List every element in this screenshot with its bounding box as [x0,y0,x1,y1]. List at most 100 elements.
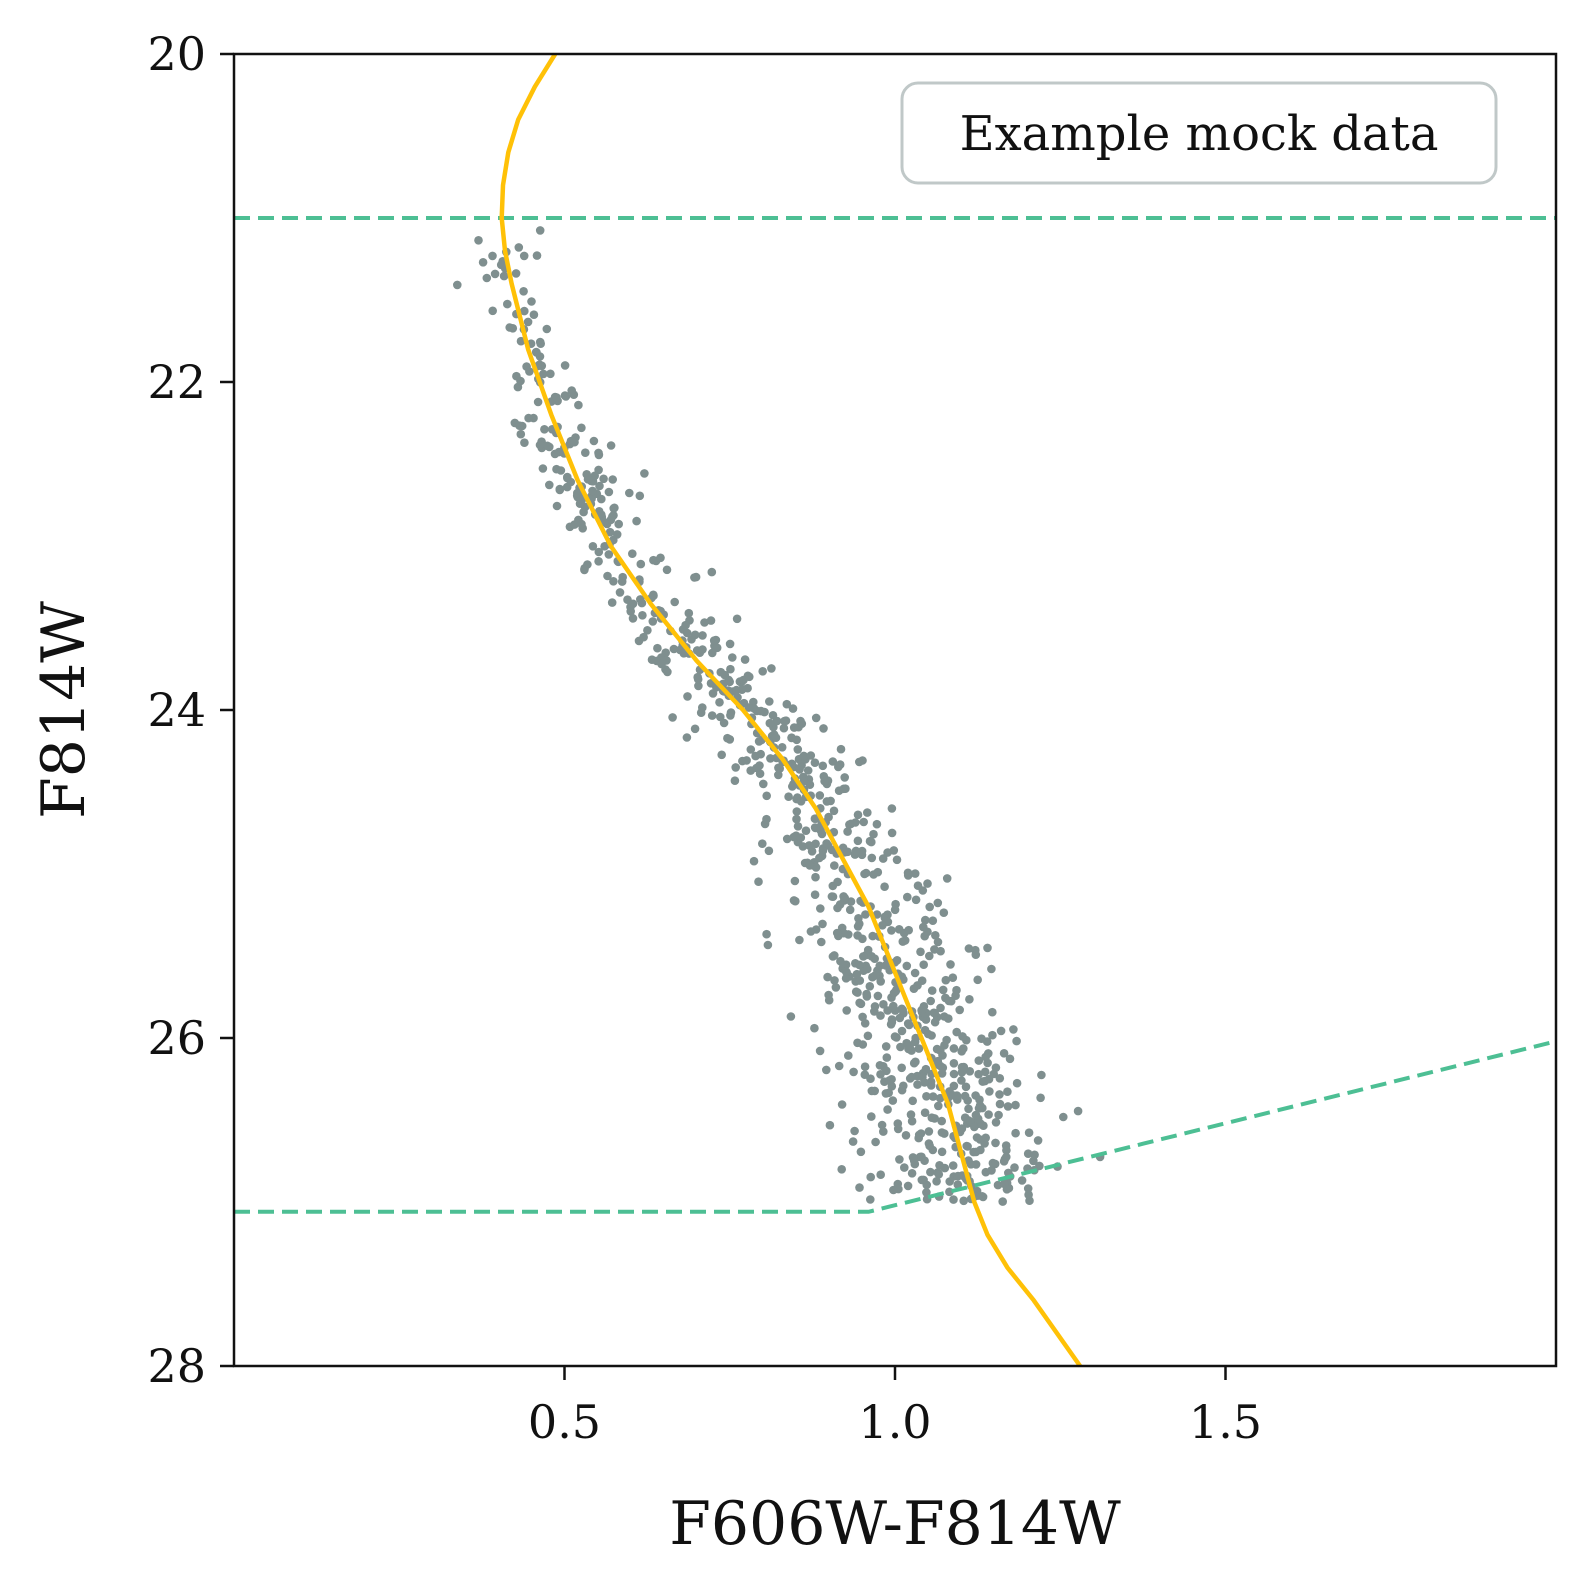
star-point [974,1056,984,1065]
star-point [535,226,545,235]
star-point [772,716,782,726]
star-point [490,269,500,279]
star-point [941,975,951,985]
star-point [725,735,735,744]
star-point [949,1069,959,1079]
star-point [851,846,861,856]
star-point [819,724,828,733]
star-point [995,1074,1005,1083]
star-point [949,1195,958,1204]
star-point [810,890,820,899]
star-point [910,968,920,978]
star-point [488,306,498,316]
star-point [628,599,638,609]
star-point [856,1147,866,1157]
star-point [957,1124,967,1133]
star-point [921,1064,931,1074]
star-point [604,487,614,497]
star-point [867,1112,876,1121]
star-point [524,413,533,423]
star-point [990,1159,1000,1169]
star-point [879,1000,888,1009]
star-point [841,974,851,983]
star-point [535,440,545,450]
star-point [482,273,492,283]
star-point [764,846,774,856]
star-point [626,607,635,616]
star-point [608,475,617,484]
star-point [698,645,707,654]
star-point [670,597,679,607]
x-tick-label: 0.5 [528,1395,601,1449]
star-point [552,501,562,511]
star-point [744,703,754,712]
star-point [536,339,545,349]
star-point [937,1128,947,1137]
star-point [1009,1025,1018,1034]
star-point [527,297,536,306]
star-point [1024,1128,1034,1137]
x-axis-title: F606W-F814W [669,1489,1121,1559]
star-point [882,1053,892,1062]
star-point [604,550,614,559]
star-point [648,617,658,626]
star-point [771,733,781,742]
star-point [669,644,679,654]
star-point [792,814,801,824]
star-point [574,400,583,410]
star-point [791,896,800,906]
star-point [1002,1185,1012,1194]
star-point [949,1091,958,1100]
y-axis-title: F814W [29,601,99,819]
star-point [803,766,813,775]
star-point [793,822,803,831]
star-point [903,1181,913,1191]
star-point [828,952,838,961]
star-point [698,703,707,712]
star-point [817,937,826,947]
star-point [531,347,541,357]
star-point [830,861,839,870]
star-point [973,975,982,985]
star-point [890,905,900,915]
star-point [720,670,730,680]
y-tick-label: 22 [147,355,206,409]
star-point [708,689,718,698]
star-point [927,986,937,995]
star-point [971,1110,981,1120]
star-point [829,806,839,816]
star-point [830,976,839,985]
star-point [944,996,954,1006]
star-point [861,868,871,878]
star-point [832,928,842,938]
star-point [715,698,724,707]
star-point [853,988,862,997]
star-point [806,927,816,936]
star-point [999,1049,1009,1058]
star-point [845,905,855,915]
star-point [796,833,806,842]
star-point [937,1116,946,1126]
star-point [852,969,862,979]
star-point [901,1131,911,1140]
star-point [788,704,798,713]
star-point [556,466,566,475]
star-point [656,553,665,563]
star-point [707,567,717,577]
star-point [855,976,865,985]
star-point [653,643,662,653]
star-point [1002,1152,1011,1162]
scatter-points [453,226,1105,1206]
star-point [746,745,756,754]
star-point [995,1090,1004,1099]
star-point [887,804,897,813]
star-point [788,782,797,791]
star-point [960,1091,970,1101]
star-point [909,1058,919,1068]
star-point [567,386,576,395]
star-point [560,391,570,400]
star-point [599,474,608,484]
star-point [998,1197,1007,1206]
star-point [976,1145,985,1155]
star-point [930,945,939,954]
